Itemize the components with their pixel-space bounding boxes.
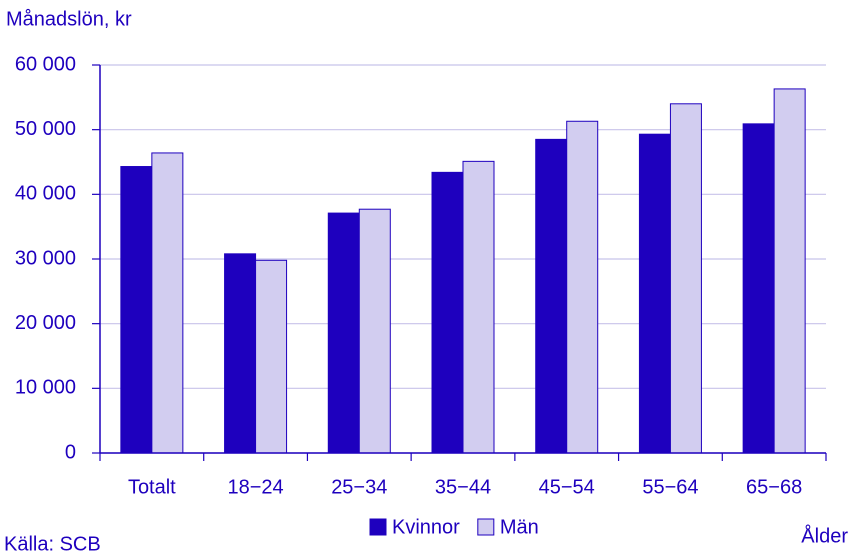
bar [151,152,184,454]
bar [358,208,391,454]
bar [669,103,702,454]
y-tick-label: 20 000 [15,312,76,334]
x-tick-label: Totalt [128,476,176,498]
y-tick-label: 30 000 [15,247,76,269]
x-tick-label: 65−68 [746,476,802,498]
bar [535,138,568,454]
bar [462,160,495,454]
legend-swatch [369,518,387,536]
source-note: Källa: SCB [4,533,101,555]
y-tick-label: 40 000 [15,183,76,205]
bar [638,133,671,454]
bar [431,171,464,454]
legend-swatch [477,518,495,536]
bar [120,166,153,454]
y-axis-title: Månadslön, kr [6,8,132,30]
legend-label: Män [500,516,539,538]
bar [327,212,360,454]
bar [742,123,775,454]
bar [255,259,288,454]
bar [224,253,257,454]
x-tick-label: 55−64 [642,476,698,498]
y-tick-label: 60 000 [15,53,76,75]
x-tick-label: 45−54 [539,476,595,498]
y-tick-label: 0 [65,441,76,463]
x-tick-label: 35−44 [435,476,491,498]
legend-label: Kvinnor [392,516,460,538]
bar [566,120,599,454]
x-axis-title: Ålder [801,524,848,547]
y-tick-label: 50 000 [15,118,76,140]
x-tick-label: 25−34 [331,476,387,498]
y-tick-label: 10 000 [15,377,76,399]
x-tick-label: 18−24 [227,476,283,498]
bar [773,88,806,454]
